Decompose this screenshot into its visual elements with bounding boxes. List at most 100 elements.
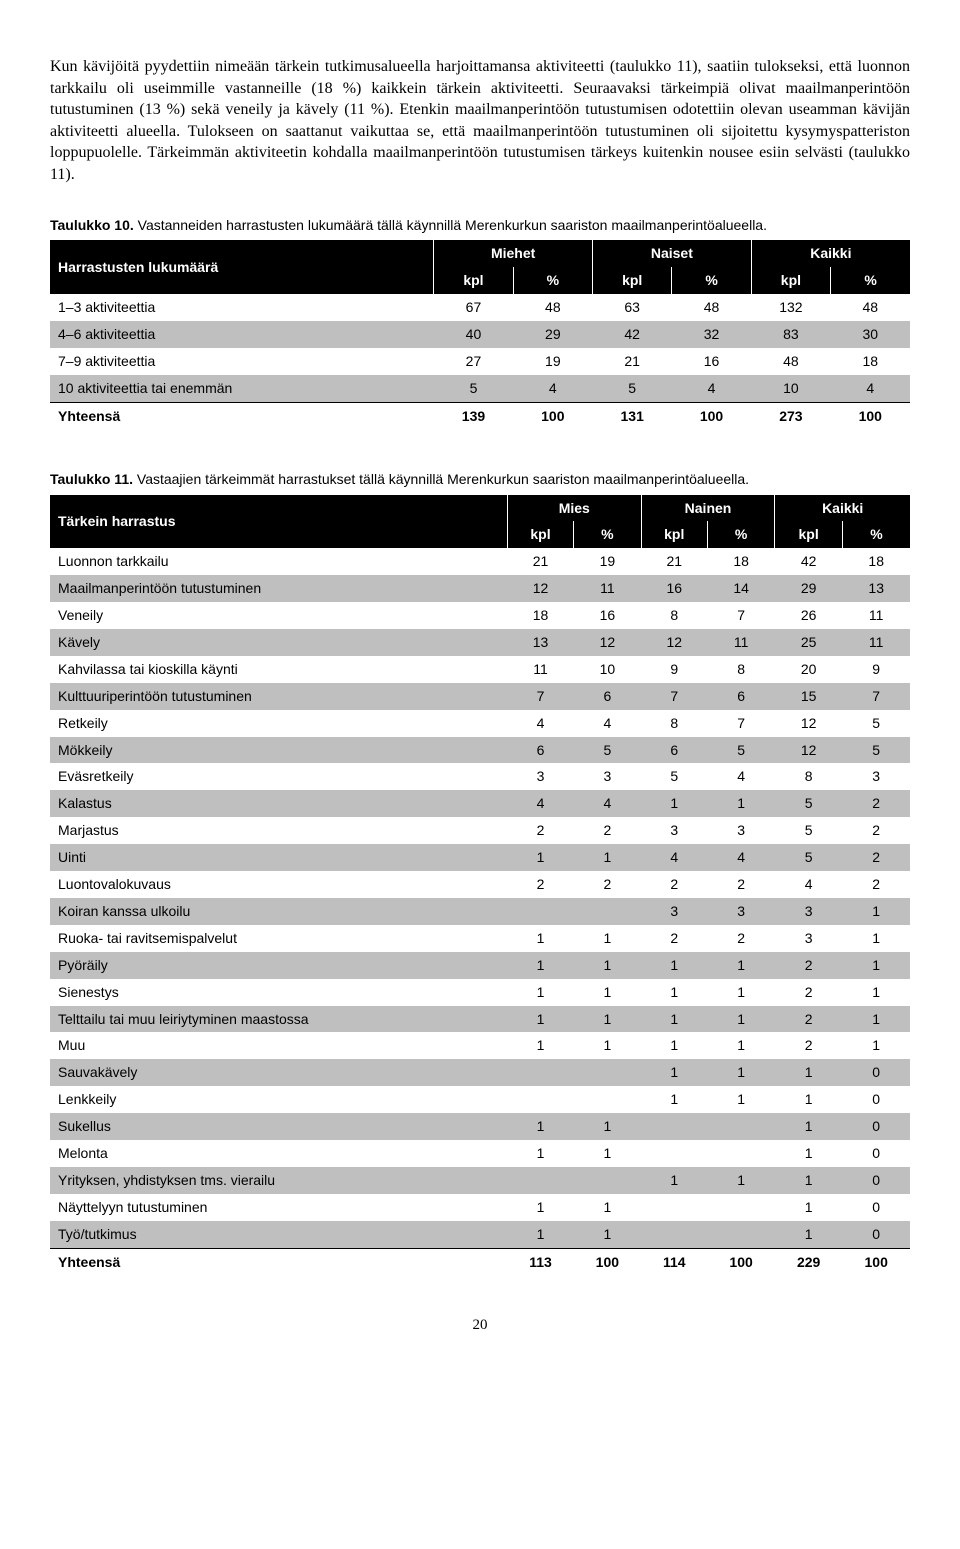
row-label: Pyöräily <box>50 952 507 979</box>
table-row: Mökkeily6565125 <box>50 737 910 764</box>
cell: 12 <box>641 629 707 656</box>
total-row: Yhteensä113100114100229100 <box>50 1248 910 1275</box>
cell: 0 <box>842 1194 910 1221</box>
table10-sub-2: kpl <box>593 267 672 294</box>
cell: 1 <box>507 979 573 1006</box>
table-row: Sauvakävely1110 <box>50 1059 910 1086</box>
cell: 1 <box>775 1086 843 1113</box>
cell: 1 <box>641 952 707 979</box>
cell: 1 <box>775 1194 843 1221</box>
cell: 7 <box>707 710 775 737</box>
row-label: Sukellus <box>50 1113 507 1140</box>
cell: 1 <box>574 1194 642 1221</box>
table11-group-2: Kaikki <box>775 495 910 522</box>
cell: 11 <box>707 629 775 656</box>
table10-sub-5: % <box>831 267 910 294</box>
table11-corner: Tärkein harrastus <box>50 495 507 549</box>
cell: 18 <box>507 602 573 629</box>
table11-sub-4: kpl <box>775 521 843 548</box>
cell: 6 <box>707 683 775 710</box>
cell: 5 <box>775 844 843 871</box>
cell: 1 <box>507 1221 573 1248</box>
table-row: Luontovalokuvaus222242 <box>50 871 910 898</box>
cell <box>507 1167 573 1194</box>
cell: 5 <box>775 790 843 817</box>
cell: 4 <box>513 375 592 402</box>
table-row: Marjastus223352 <box>50 817 910 844</box>
cell: 21 <box>641 548 707 575</box>
cell: 48 <box>751 348 830 375</box>
cell: 48 <box>672 294 751 321</box>
cell: 4 <box>707 763 775 790</box>
cell: 1 <box>574 1221 642 1248</box>
cell: 1 <box>574 1032 642 1059</box>
cell: 1 <box>507 1194 573 1221</box>
table-row: Melonta1110 <box>50 1140 910 1167</box>
cell: 6 <box>507 737 573 764</box>
cell: 13 <box>507 629 573 656</box>
cell <box>574 1167 642 1194</box>
cell: 1 <box>507 952 573 979</box>
cell: 42 <box>593 321 672 348</box>
cell: 132 <box>751 294 830 321</box>
cell: 5 <box>574 737 642 764</box>
cell: 1 <box>507 1032 573 1059</box>
cell: 11 <box>842 602 910 629</box>
row-label: 4–6 aktiviteettia <box>50 321 434 348</box>
table11-group-1: Nainen <box>641 495 775 522</box>
cell: 20 <box>775 656 843 683</box>
row-label: Työ/tutkimus <box>50 1221 507 1248</box>
row-label: Kulttuuriperintöön tutustuminen <box>50 683 507 710</box>
cell: 1 <box>574 925 642 952</box>
cell: 1 <box>574 1140 642 1167</box>
cell: 0 <box>842 1086 910 1113</box>
cell: 2 <box>775 1006 843 1033</box>
cell: 10 <box>751 375 830 402</box>
table11-caption-bold: Taulukko 11. <box>50 471 133 487</box>
cell <box>707 1194 775 1221</box>
total-cell: 113 <box>507 1248 573 1275</box>
cell: 18 <box>707 548 775 575</box>
table10-header-row1: Harrastusten lukumäärä Miehet Naiset Kai… <box>50 240 910 267</box>
table-row: 1–3 aktiviteettia6748634813248 <box>50 294 910 321</box>
table10-group-0: Miehet <box>434 240 593 267</box>
cell: 1 <box>842 952 910 979</box>
cell: 10 <box>574 656 642 683</box>
table-row: Ruoka- tai ravitsemispalvelut112231 <box>50 925 910 952</box>
cell <box>707 1113 775 1140</box>
cell: 1 <box>641 1167 707 1194</box>
cell: 1 <box>842 1006 910 1033</box>
table-row: Eväsretkeily335483 <box>50 763 910 790</box>
cell: 2 <box>775 952 843 979</box>
cell: 1 <box>707 1032 775 1059</box>
cell: 4 <box>574 710 642 737</box>
table11-header-row1: Tärkein harrastus Mies Nainen Kaikki <box>50 495 910 522</box>
cell: 7 <box>641 683 707 710</box>
cell: 1 <box>707 1167 775 1194</box>
row-label: Yrityksen, yhdistyksen tms. vierailu <box>50 1167 507 1194</box>
cell: 5 <box>434 375 513 402</box>
table-row: Yrityksen, yhdistyksen tms. vierailu1110 <box>50 1167 910 1194</box>
table10-caption: Taulukko 10. Vastanneiden harrastusten l… <box>50 216 910 235</box>
table11-group-0: Mies <box>507 495 641 522</box>
cell: 27 <box>434 348 513 375</box>
cell: 1 <box>507 925 573 952</box>
table-row: Retkeily4487125 <box>50 710 910 737</box>
cell: 1 <box>775 1140 843 1167</box>
table10-caption-rest: Vastanneiden harrastusten lukumäärä täll… <box>134 217 767 233</box>
cell: 2 <box>707 871 775 898</box>
page-number: 20 <box>50 1315 910 1335</box>
cell: 9 <box>842 656 910 683</box>
cell: 6 <box>574 683 642 710</box>
cell: 16 <box>672 348 751 375</box>
row-label: Luonnon tarkkailu <box>50 548 507 575</box>
cell: 12 <box>775 737 843 764</box>
cell: 0 <box>842 1221 910 1248</box>
row-label: Veneily <box>50 602 507 629</box>
cell: 0 <box>842 1167 910 1194</box>
table11-caption-rest: Vastaajien tärkeimmät harrastukset tällä… <box>133 471 749 487</box>
cell: 4 <box>641 844 707 871</box>
cell: 1 <box>641 1006 707 1033</box>
cell: 9 <box>641 656 707 683</box>
cell: 0 <box>842 1140 910 1167</box>
